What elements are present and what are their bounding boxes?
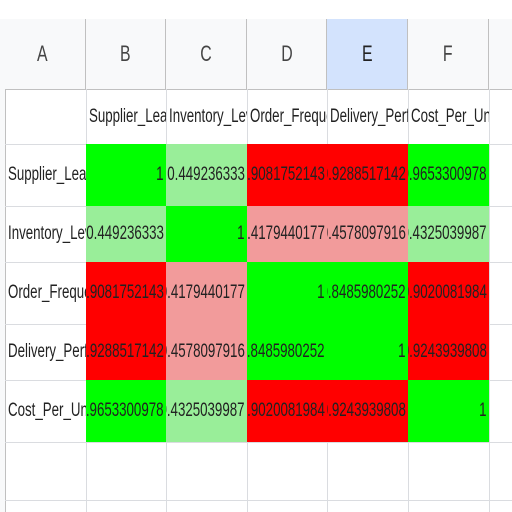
cell-text: 0.9653300978 [86,400,164,421]
correlation-cell[interactable]: 0.4325039987 [408,206,489,262]
row-label-cell[interactable]: Cost_Per_Unit [5,380,86,442]
correlation-cell[interactable]: 0.9653300978 [86,380,166,442]
row-header-edge [0,89,6,512]
column-header-label: D [280,41,293,66]
correlation-cell[interactable]: -0.9243939808 [327,380,408,442]
cell-text: -0.4179440177 [166,282,245,303]
cell-text: 0.4325039987 [408,223,487,244]
correlation-cell[interactable]: -0.9081752143 [86,262,166,324]
cell-text: -0.9243939808 [408,341,487,362]
correlation-cell[interactable]: 1 [327,324,408,380]
header-label-cell[interactable]: Inventory_Levels [166,89,247,144]
correlation-cell[interactable]: 0.8485980252 [327,262,408,324]
cell-text: -0.9081752143 [247,164,325,185]
cell-text: -0.4578097916 [166,341,245,362]
correlation-cell[interactable]: 1 [408,380,489,442]
correlation-cell[interactable]: -0.9020081984 [408,262,489,324]
cell-text: Supplier_Lead_T [89,105,166,127]
correlation-cell[interactable]: 0.8485980252 [247,324,327,380]
column-header-label: F [443,41,453,66]
cell-text: -0.9288517142 [327,164,406,185]
cell-text: Cost_Per_Unit [8,400,86,421]
correlation-cell[interactable]: -0.9288517142 [327,144,408,206]
column-header-label: B [120,41,131,66]
cell-text: 1 [237,223,245,244]
cell-text: 1 [317,282,325,303]
row-label-cell[interactable]: Inventory_Levels [5,206,86,262]
correlation-cell[interactable]: 0.9653300978 [408,144,489,206]
cell-text: 1 [156,164,164,185]
cell-text: Cost_Per_Unit [411,105,489,127]
correlation-cell[interactable]: 0.449236333 [166,144,247,206]
cell-text: Delivery_Perform [330,105,408,127]
cell-text: Inventory_Levels [169,105,247,127]
cell-text: -0.4179440177 [247,223,325,244]
correlation-cell[interactable]: -0.9081752143 [247,144,327,206]
cell-text: 1 [398,341,406,362]
header-label-cell[interactable]: Supplier_Lead_T [86,89,166,144]
cell-text: Supplier_Lead_T [8,164,86,185]
column-gridline [489,89,490,512]
header-label-cell[interactable]: Delivery_Perform [327,89,408,144]
correlation-cell[interactable]: -0.9243939808 [408,324,489,380]
cell-text: Order_Frequency [8,282,86,303]
correlation-cell[interactable]: 1 [247,262,327,324]
correlation-cell[interactable]: 1 [86,144,166,206]
row-label-cell[interactable]: Supplier_Lead_T [5,144,86,206]
cell-text: -0.9288517142 [86,341,164,362]
cell-text: -0.4578097916 [327,223,406,244]
correlation-cell[interactable]: -0.4578097916 [166,324,247,380]
cell-text: 0.4325039987 [166,400,245,421]
column-header-e[interactable]: E [327,19,408,89]
correlation-cell[interactable]: -0.4179440177 [166,262,247,324]
cell-text: 0.9653300978 [408,164,487,185]
column-header-bar: A B C D E F [0,19,512,90]
column-header-a[interactable]: A [0,19,86,89]
cell-text: -0.9020081984 [408,282,487,303]
cell-text: 0.449236333 [167,164,245,185]
column-header-label: C [200,41,212,66]
cell-text: 0.8485980252 [327,282,406,303]
column-header-d[interactable]: D [247,19,327,89]
correlation-cell[interactable]: -0.4179440177 [247,206,327,262]
cell-text: Order_Frequency [250,105,327,127]
row-label-cell[interactable]: Delivery_Perform [5,324,86,380]
correlation-cell[interactable]: 0.449236333 [86,206,166,262]
cell-text: 0.449236333 [86,223,164,244]
cell-text: 1 [479,400,487,421]
correlation-cell[interactable]: -0.9288517142 [86,324,166,380]
cell-text: Delivery_Perform [8,341,86,362]
cell-text: -0.9243939808 [327,400,406,421]
row-label-cell[interactable]: Order_Frequency [5,262,86,324]
column-header-b[interactable]: B [86,19,166,89]
column-header-label: A [37,41,48,66]
cell-text: Inventory_Levels [8,223,86,244]
column-header-c[interactable]: C [166,19,247,89]
header-label-cell[interactable]: Order_Frequency [247,89,327,144]
correlation-cell[interactable]: -0.4578097916 [327,206,408,262]
cell-text: 0.8485980252 [247,341,325,362]
correlation-cell[interactable]: 0.4325039987 [166,380,247,442]
correlation-cell[interactable]: 1 [166,206,247,262]
column-header-f[interactable]: F [408,19,489,89]
cell-text: -0.9081752143 [86,282,164,303]
toolbar-strip [0,0,512,19]
column-header-label: E [361,41,373,66]
row-gridline [5,442,512,443]
cell-text: -0.9020081984 [247,400,325,421]
correlation-cell[interactable]: -0.9020081984 [247,380,327,442]
row-gridline [5,500,512,501]
header-label-cell[interactable]: Cost_Per_Unit [408,89,489,144]
